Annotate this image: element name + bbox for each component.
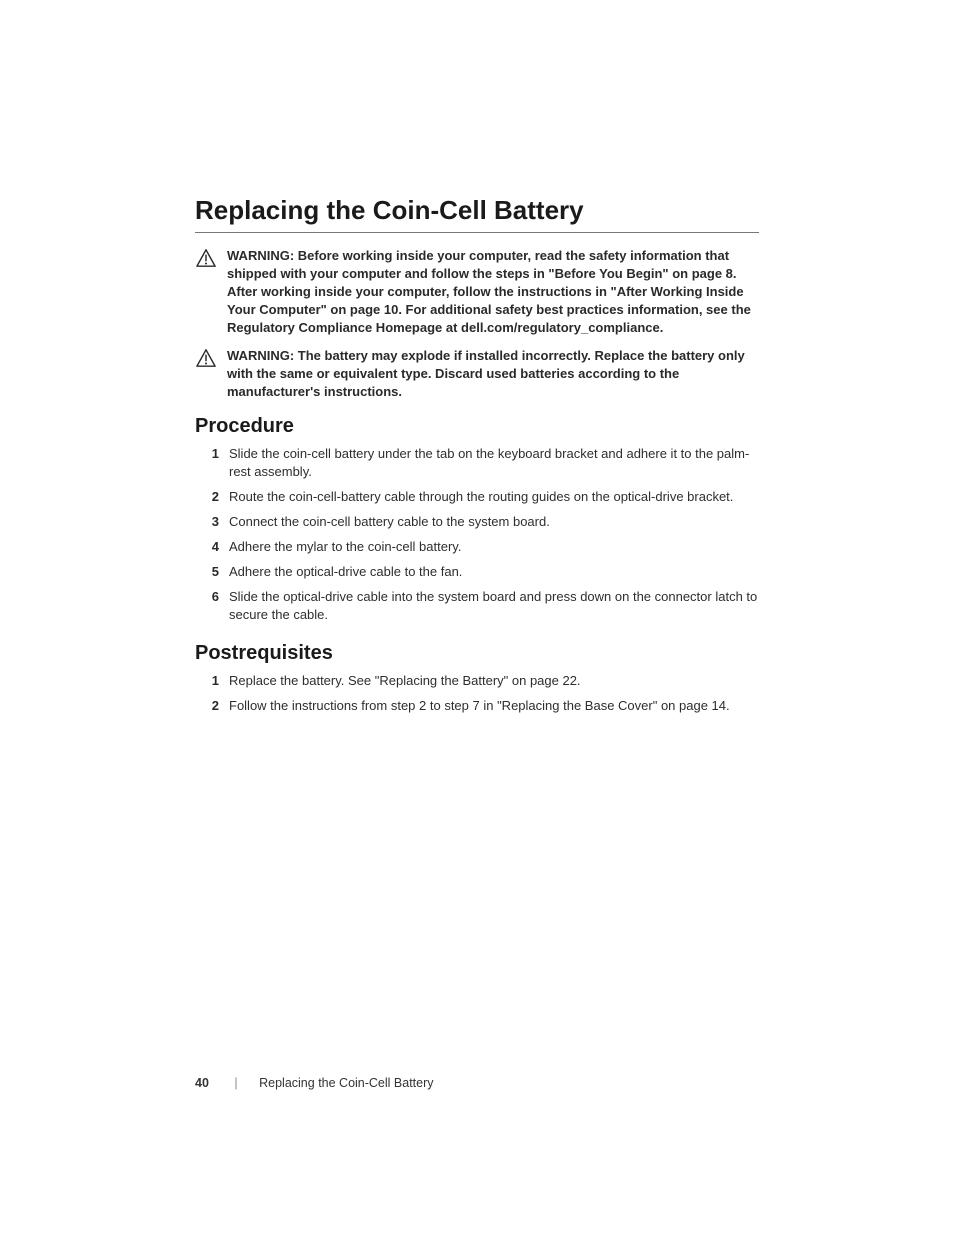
step-text: Adhere the mylar to the coin-cell batter… <box>229 538 759 557</box>
list-item: Replace the battery. See "Replacing the … <box>195 669 759 694</box>
procedure-heading: Procedure <box>195 415 759 438</box>
procedure-list: Slide the coin-cell battery under the ta… <box>195 442 759 629</box>
list-item: Route the coin-cell-battery cable throug… <box>195 485 759 510</box>
page-container: Replacing the Coin-Cell Battery WARNING:… <box>0 0 954 1235</box>
warning-2: WARNING: The battery may explode if inst… <box>195 347 759 401</box>
step-text: Slide the optical-drive cable into the s… <box>229 588 759 626</box>
page-number: 40 <box>195 1076 209 1090</box>
step-text: Connect the coin-cell battery cable to t… <box>229 513 759 532</box>
warning-2-label: WARNING: <box>227 348 294 363</box>
list-item: Adhere the optical-drive cable to the fa… <box>195 560 759 585</box>
warning-triangle-icon <box>195 248 217 268</box>
warning-2-text: WARNING: The battery may explode if inst… <box>227 347 759 401</box>
step-text: Route the coin-cell-battery cable throug… <box>229 488 759 507</box>
postreq-heading: Postrequisites <box>195 642 759 665</box>
warning-triangle-icon <box>195 348 217 368</box>
step-text: Adhere the optical-drive cable to the fa… <box>229 563 759 582</box>
step-text: Replace the battery. See "Replacing the … <box>229 672 759 691</box>
footer-section-name: Replacing the Coin-Cell Battery <box>259 1076 433 1090</box>
warning-1-text: WARNING: Before working inside your comp… <box>227 247 759 337</box>
warning-1-label: WARNING: <box>227 248 294 263</box>
page-footer: 40 | Replacing the Coin-Cell Battery <box>195 1076 434 1090</box>
list-item: Adhere the mylar to the coin-cell batter… <box>195 535 759 560</box>
step-text: Follow the instructions from step 2 to s… <box>229 697 759 716</box>
page-title: Replacing the Coin-Cell Battery <box>195 195 759 226</box>
footer-separator: | <box>234 1076 237 1090</box>
step-text: Slide the coin-cell battery under the ta… <box>229 445 759 483</box>
warning-1: WARNING: Before working inside your comp… <box>195 247 759 337</box>
list-item: Follow the instructions from step 2 to s… <box>195 694 759 719</box>
title-rule <box>195 232 759 233</box>
list-item: Slide the optical-drive cable into the s… <box>195 585 759 629</box>
list-item: Slide the coin-cell battery under the ta… <box>195 442 759 486</box>
warning-2-body: The battery may explode if installed inc… <box>227 348 745 399</box>
warning-1-body: Before working inside your computer, rea… <box>227 248 751 335</box>
postreq-list: Replace the battery. See "Replacing the … <box>195 669 759 719</box>
list-item: Connect the coin-cell battery cable to t… <box>195 510 759 535</box>
